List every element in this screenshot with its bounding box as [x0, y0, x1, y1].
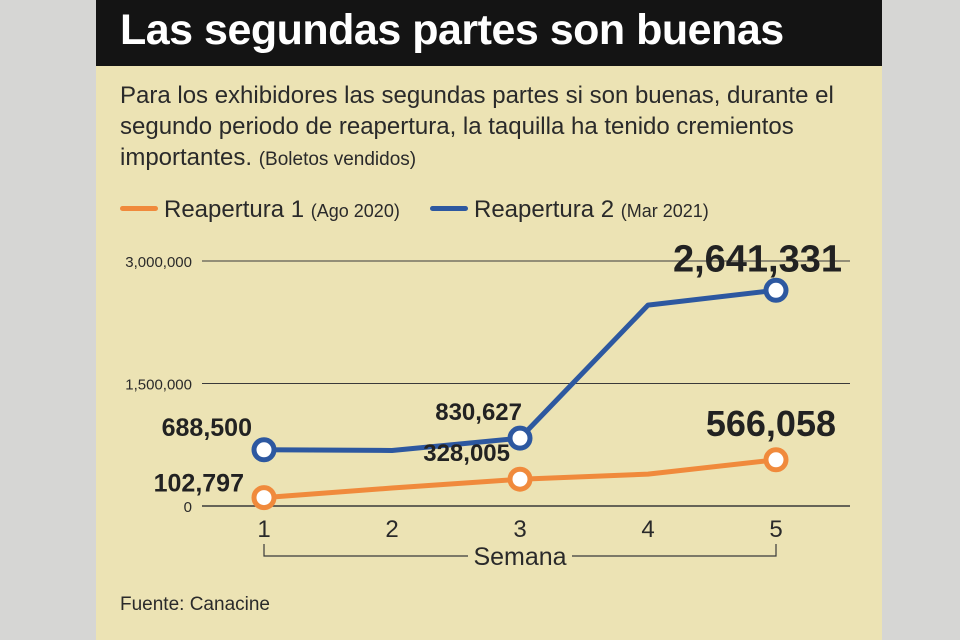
x-tick-label: 1: [257, 516, 270, 543]
legend-swatch-reapertura-2: [430, 206, 468, 212]
x-tick-label: 3: [513, 516, 526, 543]
data-label: 328,005: [423, 440, 510, 467]
data-label: 2,641,331: [673, 238, 842, 280]
data-label: 688,500: [162, 414, 252, 442]
x-axis-label-bg: [468, 542, 572, 570]
legend-swatch-reapertura-1: [120, 206, 158, 212]
legend-sub-reapertura-2: (Mar 2021): [620, 201, 709, 221]
y-tick-label: 1,500,000: [125, 377, 192, 394]
legend-label-reapertura-2: Reapertura 2: [474, 196, 615, 223]
x-tick-label: 5: [769, 516, 782, 543]
subtitle-note: (Boletos vendidos): [258, 149, 417, 170]
chart-title: Las segundas partes son buenas: [120, 6, 784, 54]
title-bar: Las segundas partes son buenas: [96, 0, 882, 66]
legend: Reapertura 1 (Ago 2020) Reapertura 2 (Ma…: [120, 196, 860, 226]
data-point-marker: [251, 485, 277, 511]
y-tick-label: 3,000,000: [125, 254, 192, 271]
source-note: Fuente: Canacine: [120, 594, 270, 615]
subtitle-text: Para los exhibidores las segundas partes…: [120, 82, 834, 171]
line-chart: 3,000,000 1,500,000 0 1 2 3 4 5 Semana 102,797 328…: [125, 238, 850, 571]
data-point-marker: [763, 277, 789, 303]
data-point-marker: [507, 425, 533, 451]
legend-item-reapertura-1: Reapertura 1 (Ago 2020): [120, 196, 400, 224]
x-tick-label: 2: [385, 516, 398, 543]
data-point-marker: [507, 466, 533, 492]
x-axis-label: Semana: [473, 543, 566, 571]
data-point-marker: [763, 447, 789, 473]
data-label: 102,797: [154, 470, 244, 498]
x-tick-label: 4: [641, 516, 654, 543]
legend-item-reapertura-2: Reapertura 2 (Mar 2021): [430, 196, 709, 224]
chart-subtitle: Para los exhibidores las segundas partes…: [120, 80, 860, 175]
legend-sub-reapertura-1: (Ago 2020): [310, 201, 400, 221]
infographic-card: Las segundas partes son buenas Para los …: [96, 0, 882, 640]
data-label: 566,058: [706, 403, 836, 444]
y-tick-label: 0: [184, 499, 192, 516]
data-point-marker: [251, 437, 277, 463]
legend-label-reapertura-1: Reapertura 1: [164, 196, 305, 223]
data-label: 830,627: [435, 399, 522, 426]
